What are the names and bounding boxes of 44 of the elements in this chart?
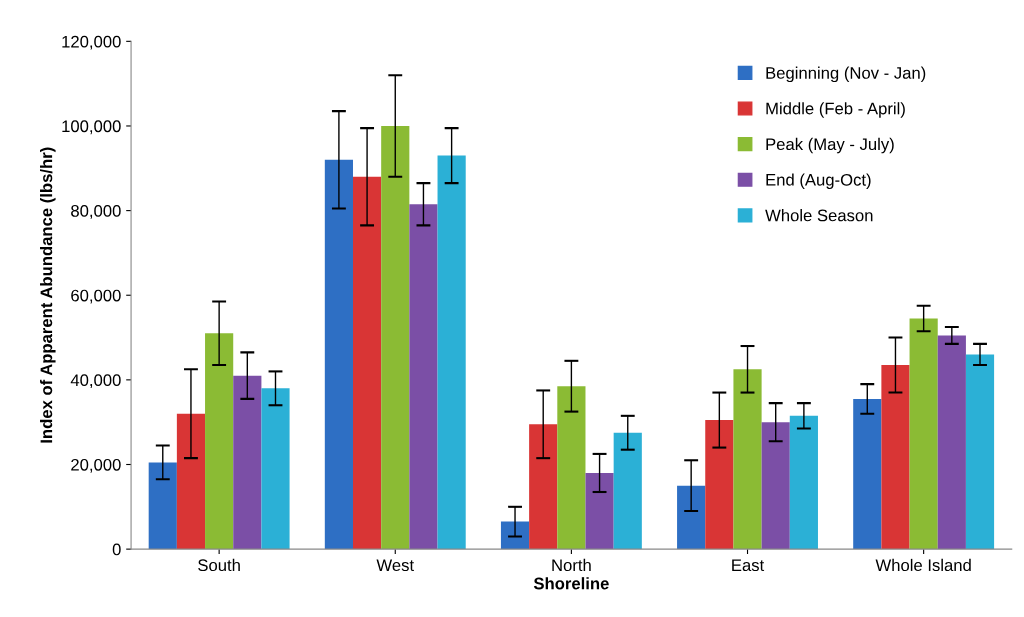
- y-tick-label: 80,000: [71, 205, 121, 219]
- legend-label: Whole Season: [765, 209, 873, 222]
- y-tick-label: 120,000: [62, 35, 121, 50]
- y-tick-label: 20,000: [71, 458, 121, 473]
- bar: [324, 159, 353, 550]
- x-tick-label: North: [552, 558, 591, 572]
- x-tick-label: West: [376, 559, 414, 572]
- bar: [613, 432, 642, 550]
- bar: [500, 521, 530, 550]
- bar: [233, 375, 262, 550]
- bar: [789, 415, 818, 550]
- legend-label: End (Aug-Oct): [766, 173, 871, 189]
- y-tick-label: 40,000: [70, 374, 121, 389]
- bar: [381, 125, 410, 550]
- bar: [677, 485, 706, 550]
- bar: [557, 386, 586, 550]
- bar: [437, 155, 466, 550]
- y-tick-label: 0: [112, 543, 121, 556]
- bar: [909, 318, 938, 550]
- bar: [853, 398, 882, 550]
- bar: [261, 388, 290, 550]
- bar: [352, 176, 382, 550]
- bar: [733, 369, 762, 550]
- bar: [585, 472, 614, 550]
- bar: [205, 333, 234, 550]
- x-axis-title: Shoreline: [533, 577, 609, 590]
- bar: [409, 204, 438, 550]
- bar: [965, 354, 995, 550]
- x-tick-label: East: [732, 559, 765, 572]
- x-tick-label: Whole Island: [875, 558, 971, 572]
- bar: [761, 422, 790, 550]
- y-tick-label: 100,000: [62, 120, 121, 135]
- legend-label: Peak (May - July): [766, 137, 894, 154]
- bar: [705, 420, 734, 550]
- bar: [148, 462, 177, 550]
- bar: [176, 413, 206, 550]
- y-tick-label: 60,000: [71, 289, 121, 304]
- x-tick-label: South: [198, 558, 240, 572]
- y-axis-title: Index of Apparent Abundance (lbs/hr): [40, 147, 56, 443]
- legend-label: Middle (Feb - April): [766, 102, 905, 118]
- bar: [529, 424, 558, 550]
- bar: [881, 365, 910, 550]
- bar: [937, 335, 966, 550]
- legend-label: Beginning (Nov - Jan): [766, 66, 926, 83]
